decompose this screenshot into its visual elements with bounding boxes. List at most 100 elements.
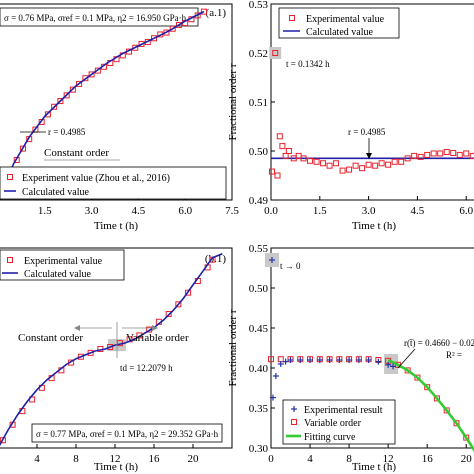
experimental-point-b2 [346, 357, 353, 363]
x-tick-label-b2: 4 [307, 453, 313, 465]
y-tick-label-b2: 0.55 [249, 243, 269, 255]
data-point-a1 [88, 71, 95, 78]
experimental-point-b2 [385, 361, 392, 368]
variable-order-point-b2 [414, 374, 421, 381]
y-tick-label-b2: 0.35 [249, 403, 269, 415]
data-point-a2 [333, 160, 340, 167]
data-point-a2 [365, 161, 372, 168]
data-point-a2 [268, 168, 275, 175]
annotation-r2-b2: R² = [446, 350, 462, 360]
arrowhead-left-b1 [74, 325, 80, 331]
x-tick-label-b1: 20 [188, 453, 200, 465]
data-point-a2 [272, 50, 279, 56]
data-point-a1 [175, 21, 182, 28]
annotation-variable-order-b1: Variable order [126, 332, 189, 344]
data-point-a2 [443, 148, 450, 155]
data-point-a1 [76, 80, 83, 87]
data-point-a2 [463, 150, 470, 157]
x-tick-label-b2: 16 [422, 453, 434, 465]
x-tick-label-a2: 6.0 [459, 205, 473, 217]
legend-box-a1 [0, 166, 227, 200]
legend-label-b1-1: Calculated value [24, 269, 91, 280]
data-point-a1 [169, 25, 176, 32]
x-tick-label-b2: 20 [461, 453, 473, 465]
data-point-a2 [372, 162, 379, 169]
data-point-a2 [320, 160, 327, 167]
data-point-a2 [313, 158, 320, 165]
x-axis-label-b2: Time t (h) [352, 461, 397, 473]
data-point-a2 [339, 167, 346, 174]
x-tick-label-a1: 1.5 [38, 205, 52, 217]
data-point-a2 [359, 165, 366, 172]
data-point-a1 [57, 98, 64, 105]
data-point-b1 [87, 349, 94, 356]
y-tick-label-a2: 0.52 [249, 48, 268, 60]
data-point-a2 [437, 150, 444, 157]
data-point-a1 [19, 145, 26, 152]
data-point-a2 [282, 152, 289, 159]
annotation-fit-b2: r(t̄) = 0.4660 − 0.025 [404, 338, 474, 348]
y-tick-label-b2: 0.30 [249, 443, 269, 455]
variable-order-point-b2 [277, 356, 284, 363]
data-point-a1 [151, 35, 157, 42]
data-point-a2 [417, 153, 424, 160]
x-tick-label-b1: 4 [34, 453, 40, 465]
data-point-a2 [276, 133, 283, 140]
experimental-point-b2 [277, 361, 284, 367]
legend-marker-b1-0 [7, 257, 13, 263]
y-tick-label-a2: 0.50 [249, 146, 269, 158]
params-box-a1 [0, 7, 199, 27]
data-point-a2 [300, 155, 307, 162]
fitting-curve-b2 [387, 358, 474, 453]
params-text-b1: σ = 0.77 MPa, σref = 0.1 MPa, η2 = 29.35… [36, 429, 219, 439]
legend-label-a1-0: Experiment value (Zhou et al., 2016) [22, 173, 170, 184]
y-tick-label-b2: 0.40 [249, 363, 269, 375]
data-point-a2 [385, 161, 392, 168]
x-tick-label-a1: 4.5 [132, 205, 146, 217]
variable-order-point-b2 [443, 407, 450, 414]
x-tick-label-b1: 16 [149, 453, 161, 465]
data-point-a1 [200, 8, 207, 15]
y-tick-label-b2: 0.45 [249, 323, 269, 335]
y-axis-label-b2: Fractional order r [227, 309, 239, 386]
data-point-a2 [424, 151, 431, 158]
y-tick-label-a2: 0.49 [249, 195, 269, 207]
arrowhead-right-b1 [152, 325, 158, 331]
y-axis-label-a2: Fractional order r [227, 63, 239, 140]
annotation-constant-order-b1: Constant order [18, 332, 83, 344]
data-point-a2 [450, 149, 457, 156]
legend-marker-a1-0 [7, 174, 13, 180]
legend-label-a2-1: Calculated value [306, 27, 373, 38]
x-tick-label-b2: 0 [268, 453, 274, 465]
experimental-point-b2 [365, 357, 372, 363]
experimental-point-b2 [390, 363, 397, 370]
experimental-point-b2 [316, 357, 323, 363]
data-point-a2 [352, 162, 359, 169]
annotation-t-a2: t = 0.1342 h [286, 59, 330, 69]
annotation-td-b1: td = 12.2079 h [120, 363, 173, 373]
legend-label-b1-0: Experimental value [24, 256, 103, 267]
axes-frame-a1 [0, 3, 233, 201]
experimental-point-b2 [297, 357, 304, 363]
data-point-a2 [411, 152, 418, 159]
data-point-a2 [456, 151, 463, 158]
legend-box-b1 [0, 249, 125, 281]
data-point-a2 [430, 150, 437, 157]
data-point-a1 [44, 111, 51, 118]
panel-label-a1: (a.1) [206, 7, 227, 19]
x-tick-label-b1: 12 [110, 453, 121, 465]
data-point-a2 [279, 143, 286, 150]
experimental-point-b2 [282, 358, 289, 365]
data-point-b1 [175, 301, 182, 308]
data-point-a2 [285, 148, 292, 154]
variable-order-point-b2 [433, 395, 440, 402]
annotation-r-a2: r = 0.4985 [348, 127, 386, 137]
experimental-point-b2 [326, 357, 333, 363]
annotation-leader-b2 [397, 348, 416, 369]
calc-line-b1 [0, 253, 223, 447]
data-point-b1 [185, 289, 192, 296]
axes-frame-b2 [270, 247, 474, 449]
data-point-a2 [274, 172, 281, 179]
experimental-point-b2 [336, 357, 343, 363]
